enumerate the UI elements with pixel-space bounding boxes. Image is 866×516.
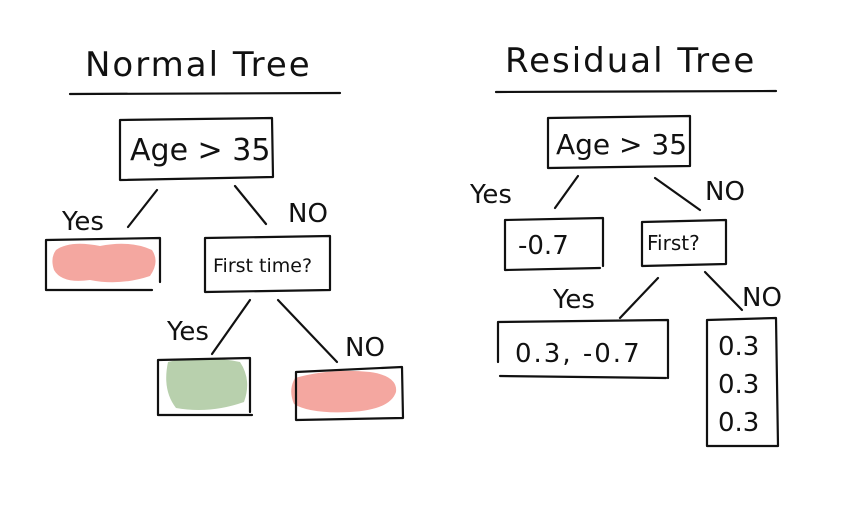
normal-leaf-green-box bbox=[156, 356, 254, 417]
residual-inner-edge-right bbox=[703, 270, 744, 312]
residual-leaf-left-box bbox=[503, 216, 605, 272]
normal-leaf-red2-box bbox=[294, 365, 405, 422]
normal-edge-yes-label: Yes bbox=[61, 207, 104, 237]
residual-leaf-no-box bbox=[705, 316, 780, 448]
residual-leaf-no-value-1: 0.3 bbox=[718, 332, 759, 362]
normal-inner-label: First time? bbox=[213, 255, 312, 277]
residual-leaf-yes-value: 0.3, -0.7 bbox=[515, 339, 642, 369]
residual-inner-edge-left bbox=[618, 276, 660, 320]
residual-root-box bbox=[546, 114, 692, 170]
normal-tree-title: Normal Tree bbox=[85, 45, 312, 85]
normal-root-label: Age > 35 bbox=[130, 133, 270, 168]
residual-tree-title: Residual Tree bbox=[505, 41, 756, 81]
normal-leaf-red2-fill bbox=[291, 370, 397, 413]
normal-inner-edge-right bbox=[276, 298, 339, 364]
normal-tree: Normal Tree Age > 35 Yes NO First time? … bbox=[44, 45, 405, 422]
residual-root-label: Age > 35 bbox=[556, 128, 687, 161]
residual-edge-no-label: NO bbox=[705, 177, 745, 207]
normal-leaf-left-box bbox=[44, 236, 162, 292]
residual-leaf-left-value: -0.7 bbox=[518, 231, 569, 261]
residual-edge-yes-label: Yes bbox=[469, 180, 512, 210]
residual-leaf-yes-box bbox=[496, 318, 670, 380]
residual-inner-yes-label: Yes bbox=[552, 285, 595, 315]
residual-edge-left bbox=[553, 174, 580, 210]
normal-edge-left bbox=[126, 188, 159, 229]
normal-leaf-green-fill bbox=[166, 358, 248, 410]
residual-edge-right bbox=[653, 176, 702, 212]
normal-inner-no-label: NO bbox=[345, 333, 385, 363]
residual-tree: Residual Tree Age > 35 Yes NO -0.7 First… bbox=[469, 41, 782, 448]
normal-inner-yes-label: Yes bbox=[166, 317, 209, 347]
normal-edge-right bbox=[233, 184, 268, 226]
residual-leaf-no-value-2: 0.3 bbox=[718, 370, 759, 400]
residual-leaf-no-value-3: 0.3 bbox=[718, 408, 759, 438]
normal-edge-no-label: NO bbox=[288, 199, 328, 229]
residual-inner-box bbox=[640, 218, 728, 268]
normal-title-underline bbox=[68, 91, 342, 96]
residual-title-underline bbox=[494, 89, 778, 94]
normal-root-box bbox=[118, 116, 275, 182]
normal-inner-box bbox=[203, 234, 332, 294]
residual-inner-no-label: NO bbox=[742, 283, 782, 313]
normal-inner-edge-left bbox=[210, 298, 252, 356]
normal-leaf-red-fill bbox=[52, 243, 156, 283]
residual-inner-label: First? bbox=[647, 231, 700, 255]
